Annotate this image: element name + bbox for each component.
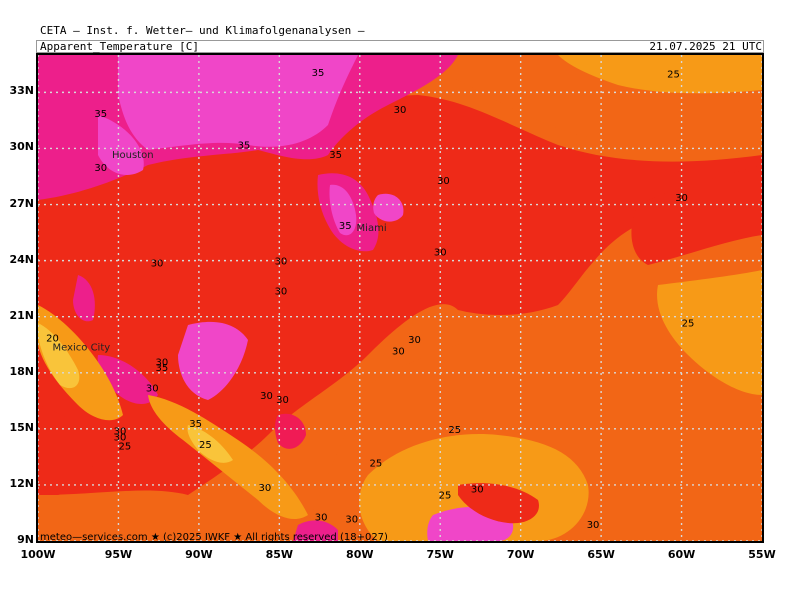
field-red-gulf-south [38,405,98,495]
contour-label: 25 [448,425,461,436]
contour-label: 30 [258,483,271,494]
contour-label: 25 [682,318,695,329]
contour-label: 30 [437,176,450,187]
lon-tick-label: 80W [346,548,374,561]
contour-label: 30 [260,391,273,402]
contour-label: 30 [114,432,127,443]
lon-tick-label: 90W [185,548,213,561]
copyright-footer: meteo—services.com ★ (c)2025 IWKF ★ All … [40,532,388,543]
field-yellow-mexico [38,323,80,389]
place-label: Mexico City [52,343,110,354]
field-pink-mexico-west [73,275,95,322]
lon-tick-label: 70W [506,548,535,561]
field-magenta-florida [329,184,357,236]
contour-label: 35 [94,109,107,120]
field-red-venezuela [458,483,539,524]
contour-label: 30 [394,105,407,116]
contour-label: 30 [392,346,405,357]
contour-label: 35 [339,221,352,232]
lat-tick-label: 18N [9,364,34,378]
lon-tick-label: 55W [748,548,776,561]
place-label: Miami [357,223,387,234]
field-magenta-texas [98,115,144,175]
place-label: Houston [112,150,154,161]
contour-label: 30 [146,384,159,395]
contour-label: 25 [369,458,382,469]
contour-label: 25 [119,442,132,453]
lat-tick-label: 30N [9,140,34,154]
lon-tick-label: 60W [667,548,696,561]
contour-label: 25 [199,440,212,451]
contour-label: 30 [156,358,169,369]
contour-label: 30 [587,520,600,531]
contour-label: 30 [434,247,447,258]
lon-tick-label: 75W [426,548,454,561]
lon-tick-label: 85W [265,548,294,561]
field-red-east [631,165,762,265]
field-pink-bahama [373,193,404,222]
valid-time: 21.07.2025 21 UTC [649,40,762,53]
lat-tick-label: 21N [9,308,34,322]
contour-label: 30 [315,513,328,524]
map-frame: 35 35 35 35 35 35 35 30 30 30 30 30 30 30 30 30 30 30 30 30… [36,53,764,543]
contour-label: 25 [439,490,452,501]
contour-label: 35 [312,68,325,79]
contour-label: 30 [345,515,358,526]
lat-tick-label: 9N [17,533,34,546]
field-orange-mexico [38,305,123,421]
field-pink-yucatan [178,321,248,400]
contour-label: 20 [46,333,59,344]
institute-title: CETA — Inst. f. Wetter— und Klimafolgena… [40,24,365,37]
contour-label: 35 [238,141,251,152]
field-pink-jamaica [275,413,306,449]
contour-label: 30 [275,287,288,298]
contour-label: 30 [276,395,289,406]
lon-tick-label: 100W [20,548,56,561]
lat-tick-label: 15N [9,420,34,434]
contour-label: 30 [408,335,421,346]
field-magenta-us [118,55,358,150]
contour-label: 30 [94,163,107,174]
title-bar [36,40,764,53]
contour-label: 30 [275,257,288,268]
contour-label: 30 [151,258,164,269]
field-pink-colombia [293,520,338,541]
contour-label: 35 [156,363,169,374]
contour-label: 35 [189,419,202,430]
contour-label: 35 [329,150,342,161]
lat-tick-label: 27N [9,196,34,210]
lat-tick-label: 24N [9,252,34,266]
lat-tick-label: 12N [9,476,34,490]
field-red-region [38,95,762,495]
contour-label: 25 [667,70,680,81]
variable-title: Apparent_Temperature [C] [40,40,199,53]
contour-label: 30 [675,193,688,204]
lon-tick-label: 65W [587,548,615,561]
lon-tick-label: 95W [104,548,133,561]
lat-tick-label: 33N [9,84,34,98]
contour-label: 30 [114,427,127,438]
graticule [38,55,762,541]
field-pink-mexico-south [97,355,158,405]
contour-label: 30 [471,485,484,496]
field-light-orange-atlantic [558,55,762,94]
field-light-orange-east [657,270,762,395]
